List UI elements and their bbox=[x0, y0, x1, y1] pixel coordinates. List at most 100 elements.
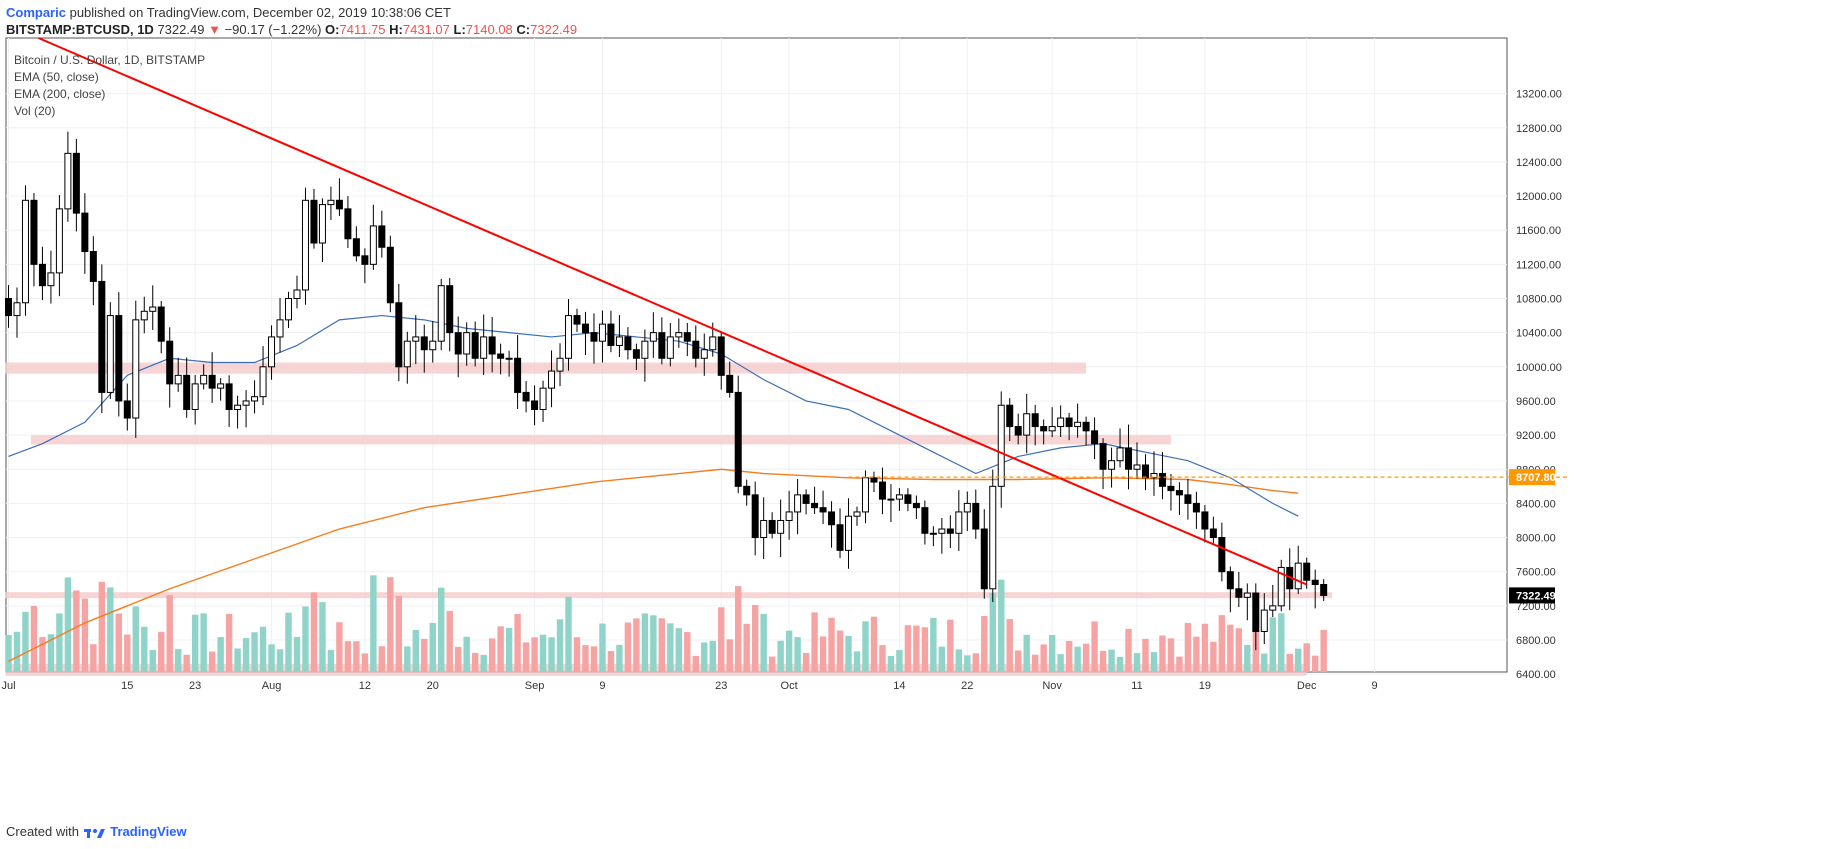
candle-body bbox=[1074, 421, 1082, 428]
volume-bar bbox=[200, 613, 207, 672]
volume-bar bbox=[471, 652, 479, 672]
candle-body bbox=[709, 336, 717, 351]
candle-body bbox=[115, 315, 123, 402]
candle-body bbox=[1294, 562, 1302, 590]
volume-bar bbox=[633, 618, 640, 672]
volume-bar bbox=[684, 632, 691, 672]
candle-body bbox=[1150, 473, 1158, 479]
tradingview-brand[interactable]: TradingView bbox=[110, 824, 187, 839]
volume-bar bbox=[718, 607, 725, 672]
plot-area bbox=[5, 37, 1508, 673]
x-tick-label: Nov bbox=[1042, 680, 1062, 692]
candle-body bbox=[904, 494, 912, 504]
candle-body bbox=[895, 494, 903, 500]
volume-bar bbox=[870, 616, 878, 672]
volume-bar bbox=[132, 606, 139, 672]
candle-body bbox=[38, 263, 46, 287]
volume-bar bbox=[327, 650, 335, 672]
candle-body bbox=[55, 208, 63, 274]
volume-bar bbox=[175, 649, 182, 672]
open-value: 7411.75 bbox=[339, 22, 386, 37]
legend-volume[interactable]: Vol (20) bbox=[14, 104, 56, 118]
volume-bar bbox=[768, 656, 776, 672]
candle-body bbox=[853, 511, 861, 517]
volume-bar bbox=[531, 637, 538, 672]
candle-body bbox=[760, 519, 768, 539]
volume-bar bbox=[455, 646, 462, 672]
candle-body bbox=[548, 370, 556, 389]
volume-bar bbox=[650, 615, 657, 672]
volume-bar bbox=[921, 627, 929, 672]
candle-body bbox=[794, 494, 802, 513]
x-tick-label: 9 bbox=[599, 680, 605, 692]
candle-body bbox=[658, 332, 666, 359]
last-price-label: 7322.49 bbox=[1516, 590, 1556, 602]
candle-body bbox=[811, 502, 819, 509]
price-change: −90.17 (−1.22%) bbox=[224, 22, 322, 37]
volume-bar bbox=[785, 630, 793, 672]
volume-bar bbox=[1040, 644, 1047, 672]
candle-body bbox=[318, 204, 326, 244]
candle-body bbox=[403, 340, 411, 368]
candle-body bbox=[200, 374, 208, 385]
candle-body bbox=[446, 285, 454, 334]
volume-bar bbox=[293, 636, 301, 672]
volume-bar bbox=[896, 650, 903, 672]
x-tick-label: 20 bbox=[427, 680, 439, 692]
volume-bar bbox=[158, 631, 165, 672]
low-value: 7140.08 bbox=[465, 22, 513, 37]
volume-bar bbox=[1311, 655, 1319, 672]
publisher-name[interactable]: Comparic bbox=[6, 5, 66, 20]
candle-body bbox=[471, 332, 479, 359]
volume-bar bbox=[22, 611, 29, 672]
x-tick-label: 23 bbox=[715, 680, 727, 692]
volume-bar bbox=[616, 644, 623, 672]
x-tick-label: Jul bbox=[1, 680, 15, 692]
candle-body bbox=[166, 340, 174, 385]
volume-bar bbox=[251, 632, 258, 672]
x-tick-label: Sep bbox=[525, 680, 545, 692]
candle-body bbox=[1014, 426, 1022, 436]
legend-title: Bitcoin / U.S. Dollar, 1D, BITSTAMP bbox=[14, 53, 206, 67]
legend-ema200[interactable]: EMA (200, close) bbox=[14, 87, 106, 101]
candle-body bbox=[268, 336, 276, 368]
volume-bar bbox=[1235, 628, 1243, 672]
volume-bar bbox=[395, 595, 403, 672]
chart-legend: Bitcoin / U.S. Dollar, 1D, BITSTAMP EMA … bbox=[14, 52, 205, 120]
candle-body bbox=[1099, 443, 1107, 470]
volume-bar bbox=[777, 640, 784, 672]
volume-bar bbox=[1210, 641, 1217, 672]
volume-bar bbox=[701, 642, 708, 672]
volume-bar bbox=[268, 644, 275, 672]
legend-ema50[interactable]: EMA (50, close) bbox=[14, 70, 99, 84]
candle-body bbox=[251, 396, 259, 402]
candle-body bbox=[929, 532, 937, 535]
volume-bar bbox=[624, 622, 632, 672]
candle-body bbox=[963, 502, 971, 513]
volume-bar bbox=[1193, 636, 1200, 672]
candle-body bbox=[980, 528, 988, 590]
candle-body bbox=[395, 302, 403, 368]
x-tick-label: 11 bbox=[1131, 680, 1142, 692]
candle-body bbox=[157, 306, 165, 342]
candle-body bbox=[429, 340, 437, 351]
candle-body bbox=[1311, 579, 1319, 586]
down-arrow-icon: ▼ bbox=[208, 22, 221, 37]
volume-bar bbox=[590, 646, 598, 672]
low-label: L: bbox=[453, 22, 466, 37]
volume-bar bbox=[862, 621, 869, 672]
candle-body bbox=[276, 319, 284, 338]
candle-body bbox=[497, 353, 505, 359]
volume-bar bbox=[887, 655, 895, 672]
y-tick-label: 11600.00 bbox=[1516, 225, 1561, 237]
candle-body bbox=[1175, 490, 1183, 496]
volume-bar bbox=[90, 644, 97, 672]
volume-bar bbox=[1167, 638, 1175, 672]
volume-bar bbox=[302, 606, 309, 672]
candle-body bbox=[777, 519, 785, 534]
candle-body bbox=[1167, 485, 1175, 492]
candle-body bbox=[217, 383, 225, 389]
volume-bar bbox=[1065, 640, 1073, 672]
x-tick-label: Aug bbox=[262, 680, 282, 692]
